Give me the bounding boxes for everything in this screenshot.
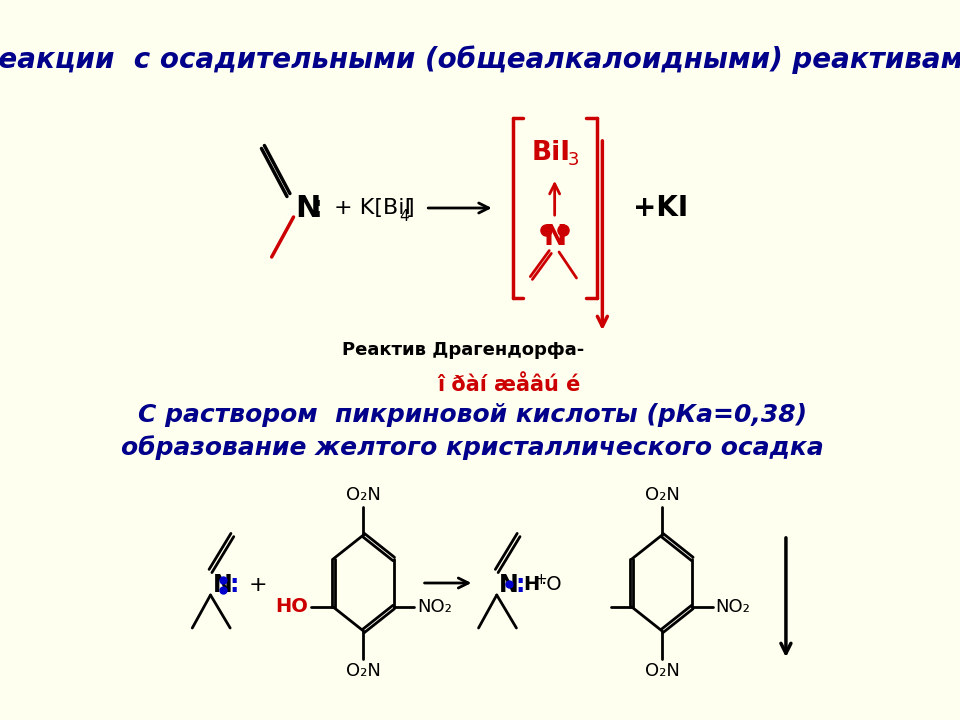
Text: ·O: ·O <box>540 575 563 595</box>
Text: 3: 3 <box>567 151 579 169</box>
Text: Реактив Драгендорфа-: Реактив Драгендорфа- <box>342 341 584 359</box>
Text: + K[BiI: + K[BiI <box>334 198 411 218</box>
Text: ]: ] <box>406 198 415 218</box>
Text: î ðàí æåâú é: î ðàí æåâú é <box>438 375 581 395</box>
Text: O₂N: O₂N <box>346 486 381 504</box>
Text: HO: HO <box>275 598 308 616</box>
Text: NO₂: NO₂ <box>716 598 751 616</box>
Text: +KI: +KI <box>633 194 688 222</box>
Text: O₂N: O₂N <box>645 662 680 680</box>
Text: O₂N: O₂N <box>645 486 680 504</box>
Text: 4: 4 <box>399 209 409 223</box>
Text: NO₂: NO₂ <box>417 598 452 616</box>
Text: N: N <box>543 223 566 251</box>
Text: :: : <box>311 194 324 222</box>
Text: :: : <box>515 573 524 597</box>
Text: :: : <box>229 573 239 597</box>
Text: Реакции  с осадительными (общеалкалоидными) реактивами: Реакции с осадительными (общеалкалоидным… <box>0 45 960 74</box>
Text: N: N <box>499 573 518 597</box>
Text: С раствором  пикриновой кислоты (рКа=0,38): С раствором пикриновой кислоты (рКа=0,38… <box>138 403 807 427</box>
Text: H: H <box>524 575 540 595</box>
Text: образование желтого кристаллического осадка: образование желтого кристаллического оса… <box>121 436 824 460</box>
Text: O₂N: O₂N <box>346 662 381 680</box>
Text: BiI: BiI <box>532 140 570 166</box>
Text: +: + <box>249 575 267 595</box>
Text: +: + <box>534 572 546 587</box>
Text: N: N <box>213 573 232 597</box>
Text: N: N <box>296 194 321 222</box>
